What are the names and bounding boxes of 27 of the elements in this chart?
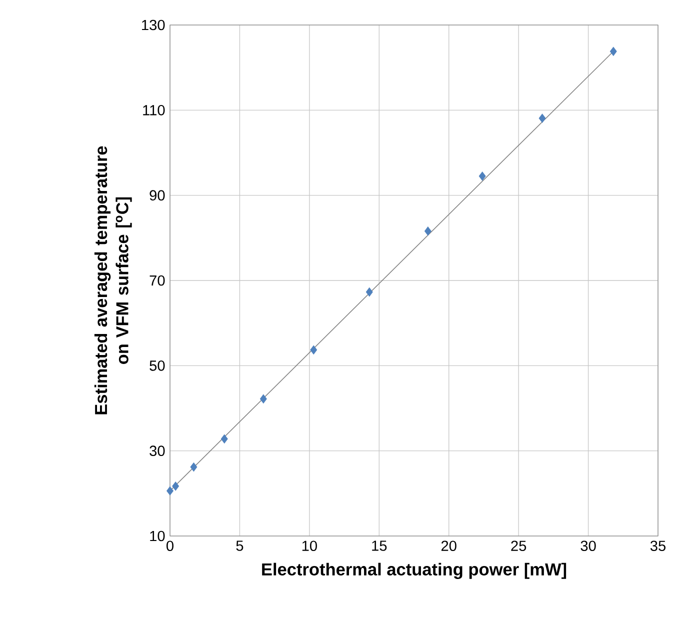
point [366,287,373,297]
y-tick-label: 50 [150,360,165,371]
point [220,434,228,444]
x-tick-label: 20 [441,540,456,552]
x-tick-label: 25 [511,540,526,552]
point [424,226,432,236]
x-tick-label: 15 [372,540,387,551]
x-tick-label: 0 [166,540,174,552]
point [610,46,617,56]
x-tick-label: 35 [650,540,666,552]
point [172,482,180,491]
y-tick-label: 10 [150,530,165,542]
point [260,394,267,404]
point [166,486,174,496]
point [478,172,486,181]
x-axis-title: Electrothermal actuating power [mW] [262,562,566,580]
point [190,462,198,472]
y-tick-label: 110 [143,105,165,116]
y-tick-label: 90 [150,190,165,201]
y-tick-label: 130 [142,20,165,30]
y-tick-label: 70 [150,275,165,286]
x-tick-label: 30 [580,540,596,552]
x-tick-label: 5 [236,540,244,551]
point [310,345,318,354]
point [538,114,546,123]
y-tick-label: 30 [150,446,165,456]
x-tick-label: 10 [302,540,317,552]
